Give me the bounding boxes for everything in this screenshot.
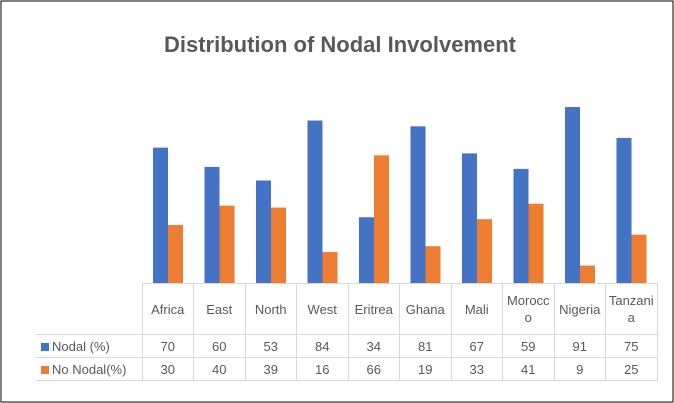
series-row: Nodal (%) 70 60 53 84 34 81 67 59 91 75 xyxy=(35,334,658,358)
category-label: Morocco xyxy=(502,283,555,335)
value-cell: 66 xyxy=(347,357,400,381)
legend-key xyxy=(41,342,49,351)
value-cell: 91 xyxy=(553,334,606,358)
bar xyxy=(565,107,580,283)
bar xyxy=(271,207,286,283)
category-label: Mali xyxy=(450,283,503,335)
bar xyxy=(513,168,529,283)
value-cell: 41 xyxy=(502,357,555,381)
value-cell: 75 xyxy=(605,334,658,358)
legend-key xyxy=(41,365,49,374)
bar xyxy=(256,180,271,283)
value-cell: 25 xyxy=(605,357,658,381)
value-cell: 53 xyxy=(244,334,297,358)
legend-label: No Nodal(%) xyxy=(52,361,127,377)
bar xyxy=(168,224,183,283)
bar xyxy=(425,246,441,283)
bar xyxy=(410,126,426,283)
bar xyxy=(359,217,374,283)
bar xyxy=(462,153,477,283)
category-label: Africa xyxy=(141,283,194,335)
series-row: No Nodal(%) 30 40 39 16 66 19 33 41 9 25 xyxy=(35,357,658,381)
value-cell: 34 xyxy=(347,334,400,358)
legend-label: Nodal (%) xyxy=(52,338,110,354)
value-cell: 70 xyxy=(141,334,194,358)
category-label: Tanzania xyxy=(605,283,658,335)
value-cell: 19 xyxy=(399,357,452,381)
legend-entry: No Nodal(%) xyxy=(35,357,143,381)
bar xyxy=(322,252,338,283)
category-label: West xyxy=(296,283,349,335)
category-label: Eritrea xyxy=(347,283,400,335)
chart-title: Distribution of Nodal Involvement xyxy=(164,32,517,57)
value-cell: 30 xyxy=(141,357,194,381)
value-cell: 16 xyxy=(296,357,349,381)
bar xyxy=(580,265,595,283)
bar xyxy=(153,147,168,283)
value-cell: 81 xyxy=(399,334,452,358)
category-label: East xyxy=(193,283,246,335)
bar xyxy=(477,219,492,283)
bar xyxy=(631,234,647,283)
category-label: Ghana xyxy=(399,283,452,335)
bar xyxy=(616,137,632,283)
bar xyxy=(307,120,323,284)
bar xyxy=(528,203,544,283)
category-row: Africa East North West Eritrea Ghana Mali Moroc… xyxy=(35,283,658,335)
bar xyxy=(219,205,235,283)
category-label: Nigeria xyxy=(553,283,606,335)
value-cell: 33 xyxy=(450,357,503,381)
value-cell: 59 xyxy=(502,334,555,358)
value-cell: 40 xyxy=(193,357,246,381)
value-cell: 67 xyxy=(450,334,503,358)
legend-entry: Nodal (%) xyxy=(35,334,143,358)
bar xyxy=(374,155,389,283)
value-cell: 60 xyxy=(193,334,246,358)
value-cell: 9 xyxy=(553,357,606,381)
corner-cell xyxy=(35,283,143,335)
category-label: North xyxy=(244,283,297,335)
data-table: Africa East North West Eritrea Ghana Mali Moroc… xyxy=(35,283,658,381)
bar xyxy=(204,166,220,283)
value-cell: 84 xyxy=(296,334,349,358)
value-cell: 39 xyxy=(244,357,297,381)
